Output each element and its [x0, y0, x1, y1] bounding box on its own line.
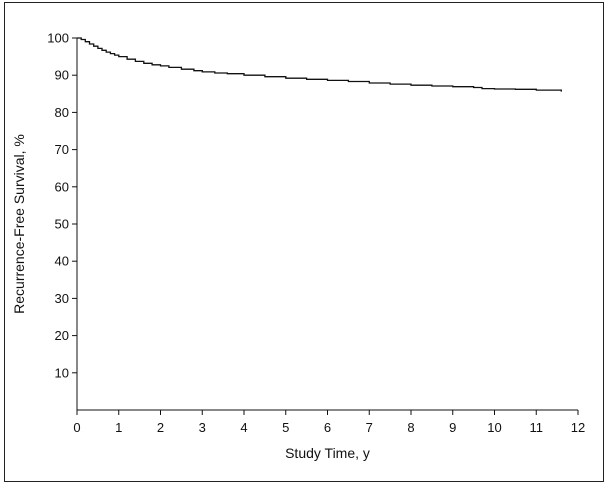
y-tick-label: 80 — [55, 105, 69, 120]
x-tick-label: 9 — [449, 420, 456, 435]
x-tick-label: 7 — [366, 420, 373, 435]
chart-frame — [4, 2, 604, 482]
axes — [76, 38, 578, 411]
x-tick-label: 2 — [157, 420, 164, 435]
y-tick-label: 50 — [55, 217, 69, 232]
y-tick-label: 40 — [55, 254, 69, 269]
x-tick-label: 11 — [530, 420, 544, 435]
x-tick-label: 4 — [240, 420, 247, 435]
y-tick-label: 70 — [55, 142, 69, 157]
y-tick-label: 30 — [55, 291, 69, 306]
y-tick-label: 90 — [55, 68, 69, 83]
ticks — [72, 37, 579, 415]
x-axis-title: Study Time, y — [285, 445, 370, 461]
y-tick-label: 10 — [55, 365, 69, 380]
x-tick-label: 10 — [487, 420, 501, 435]
survival-curve — [77, 37, 562, 92]
x-tick-label: 3 — [199, 420, 206, 435]
x-tick-label: 12 — [571, 420, 585, 435]
x-tick-label: 8 — [407, 420, 414, 435]
y-axis-title: Recurrence-Free Survival, % — [11, 134, 27, 314]
x-tick-label: 5 — [282, 420, 289, 435]
x-tick-label: 0 — [73, 420, 80, 435]
y-tick-label: 100 — [47, 31, 69, 46]
x-tick-label: 6 — [324, 420, 331, 435]
y-tick-label: 20 — [55, 328, 69, 343]
x-tick-label: 1 — [115, 420, 122, 435]
y-tick-label: 60 — [55, 179, 69, 194]
